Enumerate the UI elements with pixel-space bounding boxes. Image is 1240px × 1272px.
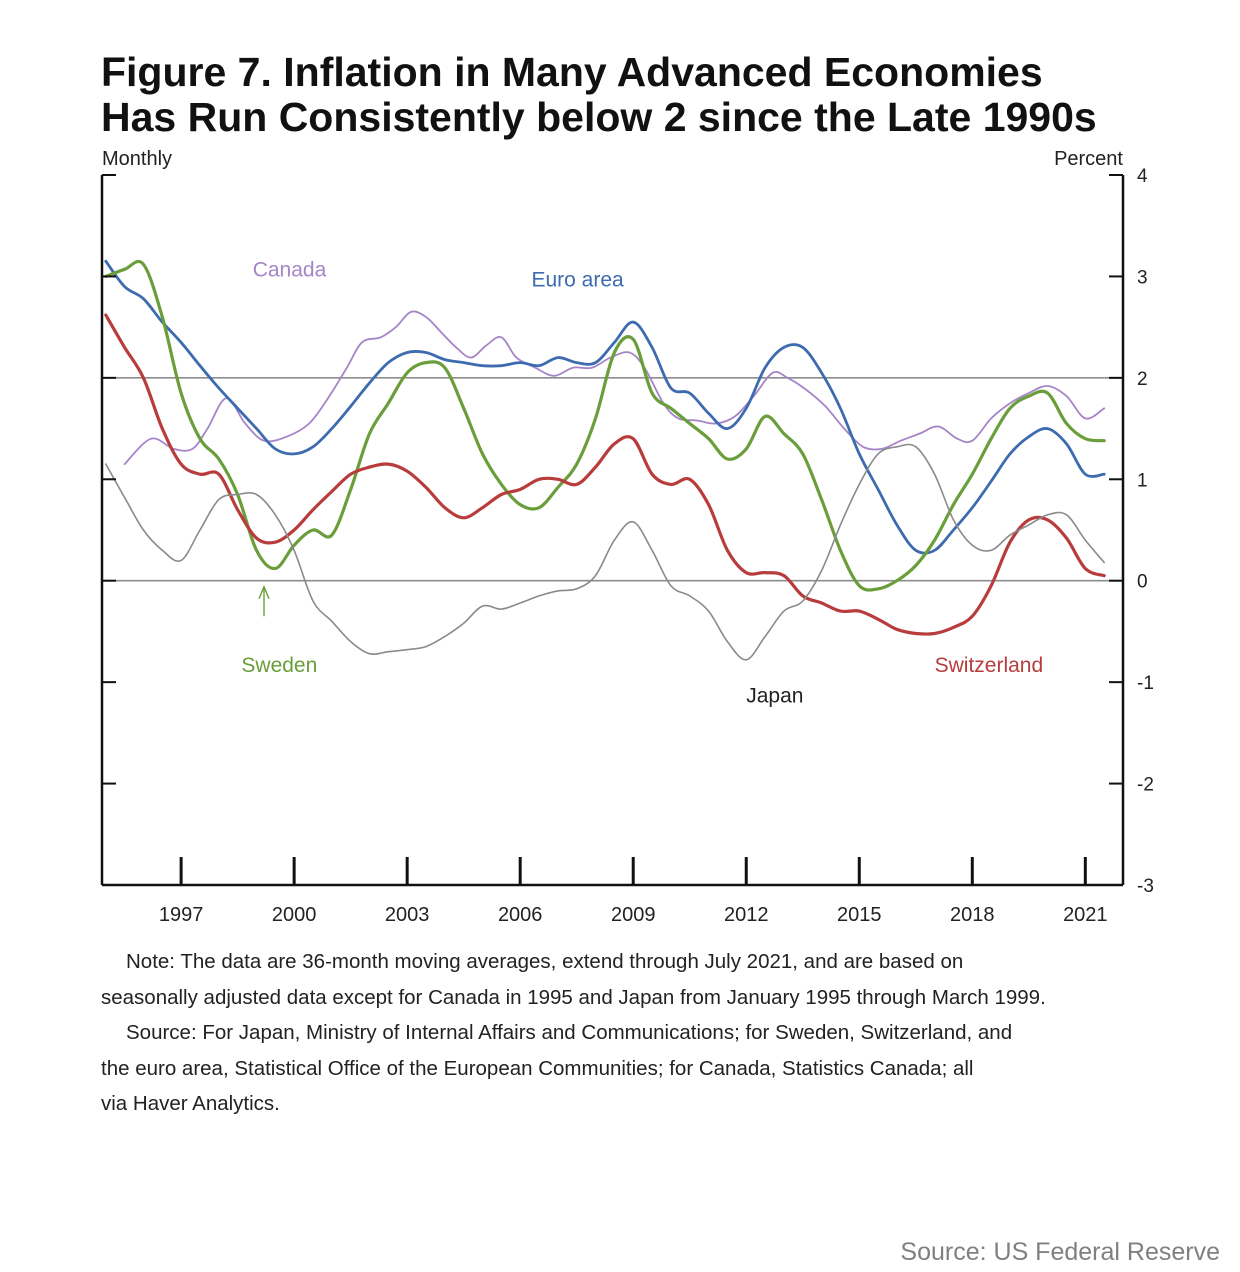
y-tick-label: 3	[1137, 267, 1148, 288]
x-tick-label: 2012	[724, 904, 769, 926]
y-tick-label: 2	[1137, 369, 1148, 390]
y-tick-label: -3	[1137, 876, 1154, 897]
y-tick-label: -1	[1137, 673, 1154, 694]
x-tick-label: 2000	[272, 904, 317, 926]
source-text-line-2: the euro area, Statistical Office of the…	[101, 1056, 974, 1080]
series-label-sweden: Sweden	[241, 654, 317, 677]
chart-title: Figure 7. Inflation in Many Advanced Eco…	[101, 50, 1221, 140]
series-label-euro-area: Euro area	[531, 269, 624, 292]
x-tick-label: 2021	[1063, 904, 1108, 926]
x-tick-label: 1997	[159, 904, 204, 926]
x-tick-label: 2018	[950, 904, 995, 926]
x-tick-label: 2009	[611, 904, 656, 926]
note-text-line-1: Note: The data are 36-month moving avera…	[126, 950, 964, 973]
series-label-japan: Japan	[746, 684, 803, 707]
y-tick-label: -2	[1137, 775, 1154, 796]
sweden-arrow-head	[258, 584, 270, 599]
chart-title-line-1: Figure 7. Inflation in Many Advanced Eco…	[101, 49, 1043, 95]
series-line-switzerland	[104, 313, 1106, 636]
series-line-euro-area	[104, 259, 1106, 555]
series-label-canada: Canada	[253, 258, 327, 281]
chart-note: Note: The data are 36-month moving avera…	[101, 944, 1221, 1122]
series-line-sweden	[104, 259, 1106, 592]
x-tick-label: 2003	[385, 904, 430, 926]
x-tick-label: 2006	[498, 904, 543, 926]
series-line-japan	[105, 443, 1105, 661]
left-unit-label: Monthly	[102, 148, 172, 170]
image-credit: Source: US Federal Reserve	[900, 1238, 1220, 1266]
x-tick-label: 2015	[837, 904, 882, 926]
source-text-line-3: via Haver Analytics.	[101, 1092, 280, 1115]
y-tick-label: 1	[1137, 470, 1148, 491]
series-label-switzerland: Switzerland	[935, 654, 1044, 677]
series-line-canada	[123, 310, 1106, 465]
note-text-line-2: seasonally adjusted data except for Cana…	[101, 985, 1046, 1009]
source-text-line-1: Source: For Japan, Ministry of Internal …	[126, 1021, 1013, 1044]
right-unit-label: Percent	[1054, 148, 1123, 170]
y-tick-label: 4	[1137, 166, 1148, 187]
chart-title-line-2: Has Run Consistently below 2 since the L…	[101, 94, 1097, 140]
y-tick-label: 0	[1137, 572, 1148, 593]
